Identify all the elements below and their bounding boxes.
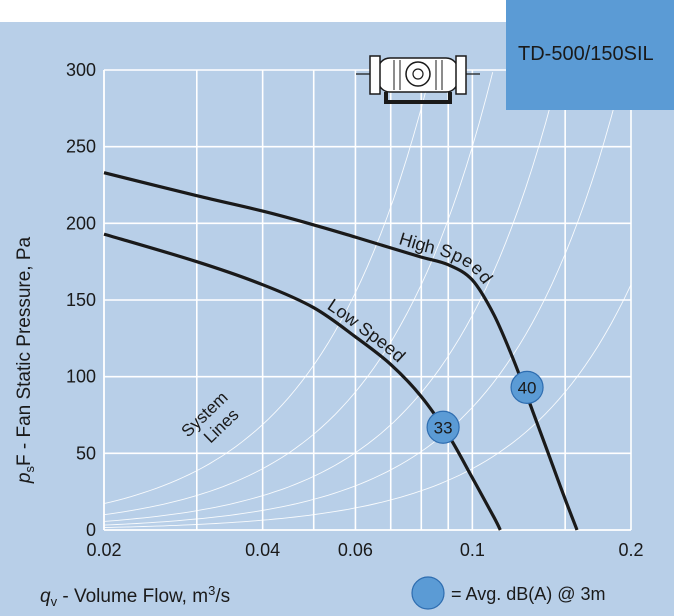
- y-tick-label: 250: [66, 137, 96, 157]
- x-tick-label: 0.1: [460, 540, 485, 560]
- axes: 0 50 100 150 200 250 300 0.02 0.04 0.06 0.1 0.2: [66, 60, 644, 560]
- system-line: [103, 92, 619, 526]
- system-line: [103, 87, 428, 505]
- dba-marker-label: 40: [518, 378, 537, 397]
- legend-text: = Avg. dB(A) @ 3m: [451, 584, 606, 604]
- title-box: [506, 0, 674, 110]
- dba-markers: 40 33: [426, 370, 544, 444]
- y-tick-label: 100: [66, 367, 96, 387]
- x-tick-label: 0.2: [618, 540, 643, 560]
- model-title: TD-500/150SIL: [518, 43, 654, 65]
- x-tick-label: 0.04: [245, 540, 280, 560]
- dba-marker: [426, 410, 460, 444]
- system-line: [103, 72, 494, 516]
- x-tick-label: 0.02: [86, 540, 121, 560]
- fan-icon: [356, 55, 480, 104]
- series-line-low-speed: [103, 232, 502, 531]
- dba-marker-label: 33: [434, 418, 453, 437]
- y-axis-label: psF - Fan Static Pressure, Pa: [14, 236, 37, 484]
- series-line-high-speed: [103, 171, 579, 531]
- y-tick-label: 0: [86, 520, 96, 540]
- y-tick-label: 300: [66, 60, 96, 80]
- system-line: [103, 284, 632, 528]
- y-tick-label: 50: [76, 443, 96, 463]
- y-tick-label: 150: [66, 290, 96, 310]
- legend-marker: [411, 576, 445, 610]
- dba-marker: [510, 370, 544, 404]
- y-tick-label: 200: [66, 213, 96, 233]
- x-axis-label: qv - Volume Flow, m3/s: [40, 583, 230, 609]
- x-tick-label: 0.06: [338, 540, 373, 560]
- chart-background: [0, 22, 674, 616]
